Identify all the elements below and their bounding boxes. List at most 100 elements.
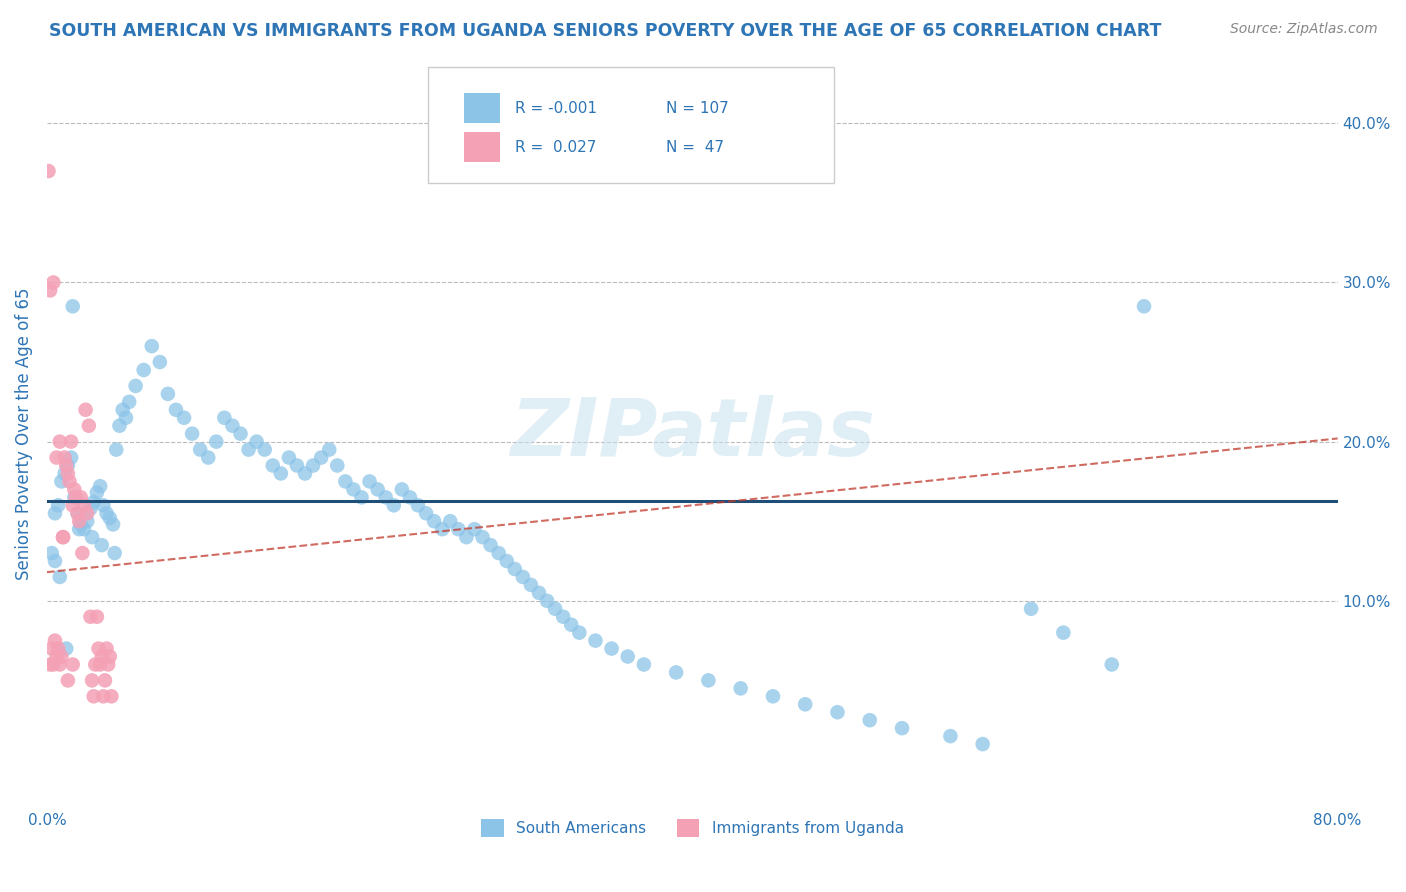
Point [76, 506, 98, 520]
Point [229, 426, 252, 441]
Point [585, 633, 607, 648]
Point [544, 601, 567, 615]
Point [633, 657, 655, 672]
Point [447, 522, 470, 536]
Point [42, 657, 65, 672]
Point [56, 467, 79, 481]
Point [697, 673, 720, 688]
Point [63, 491, 86, 505]
Point [560, 617, 582, 632]
Point [600, 641, 623, 656]
Point [62, 498, 84, 512]
Point [41, 546, 63, 560]
Point [399, 491, 422, 505]
Point [238, 442, 260, 457]
Point [97, 657, 120, 672]
Point [165, 402, 187, 417]
Point [67, 522, 90, 536]
Text: N =  47: N = 47 [666, 140, 724, 154]
Point [66, 506, 89, 520]
Point [173, 410, 195, 425]
Point [62, 657, 84, 672]
Point [72, 546, 94, 560]
Point [859, 713, 882, 727]
Point [39, 657, 62, 672]
Point [762, 690, 785, 704]
Point [37, 164, 59, 178]
Point [439, 514, 461, 528]
Point [335, 475, 357, 489]
Point [285, 458, 308, 473]
Point [94, 673, 117, 688]
Point [60, 450, 83, 465]
Point [430, 522, 453, 536]
Point [90, 649, 112, 664]
Point [111, 402, 134, 417]
Point [423, 514, 446, 528]
Point [84, 657, 107, 672]
Point [124, 379, 146, 393]
Point [471, 530, 494, 544]
Point [51, 475, 73, 489]
Point [939, 729, 962, 743]
Point [52, 530, 75, 544]
Point [80, 530, 103, 544]
Point [89, 657, 111, 672]
Point [96, 641, 118, 656]
Point [972, 737, 994, 751]
Point [527, 586, 550, 600]
Point [44, 633, 66, 648]
Point [350, 491, 373, 505]
Text: ZIPatlas: ZIPatlas [510, 394, 875, 473]
Point [49, 570, 72, 584]
Point [141, 339, 163, 353]
Y-axis label: Seniors Poverty Over the Age of 65: Seniors Poverty Over the Age of 65 [15, 287, 32, 580]
Point [730, 681, 752, 696]
Point [359, 475, 381, 489]
Point [56, 673, 79, 688]
Point [76, 514, 98, 528]
Point [44, 554, 66, 568]
Point [39, 284, 62, 298]
Point [302, 458, 325, 473]
Point [79, 609, 101, 624]
Point [118, 394, 141, 409]
Point [665, 665, 688, 680]
Point [53, 450, 76, 465]
Point [46, 498, 69, 512]
Point [891, 721, 914, 735]
Point [51, 649, 73, 664]
Point [55, 641, 77, 656]
Point [188, 442, 211, 457]
Point [73, 498, 96, 512]
Point [221, 418, 243, 433]
Point [456, 530, 478, 544]
Point [83, 690, 105, 704]
Point [1019, 601, 1042, 615]
Point [87, 641, 110, 656]
Point [98, 511, 121, 525]
Point [827, 705, 849, 719]
Text: R =  0.027: R = 0.027 [516, 140, 596, 154]
Point [115, 410, 138, 425]
Point [415, 506, 437, 520]
Point [80, 673, 103, 688]
Point [86, 485, 108, 500]
Point [382, 498, 405, 512]
Point [132, 363, 155, 377]
Point [495, 554, 517, 568]
Point [75, 402, 97, 417]
Point [66, 506, 89, 520]
Point [479, 538, 502, 552]
Point [197, 450, 219, 465]
Point [52, 530, 75, 544]
Point [214, 410, 236, 425]
Point [60, 434, 83, 449]
Point [63, 483, 86, 497]
Point [374, 491, 396, 505]
Point [101, 517, 124, 532]
Point [326, 458, 349, 473]
Point [503, 562, 526, 576]
Point [1101, 657, 1123, 672]
Point [55, 458, 77, 473]
